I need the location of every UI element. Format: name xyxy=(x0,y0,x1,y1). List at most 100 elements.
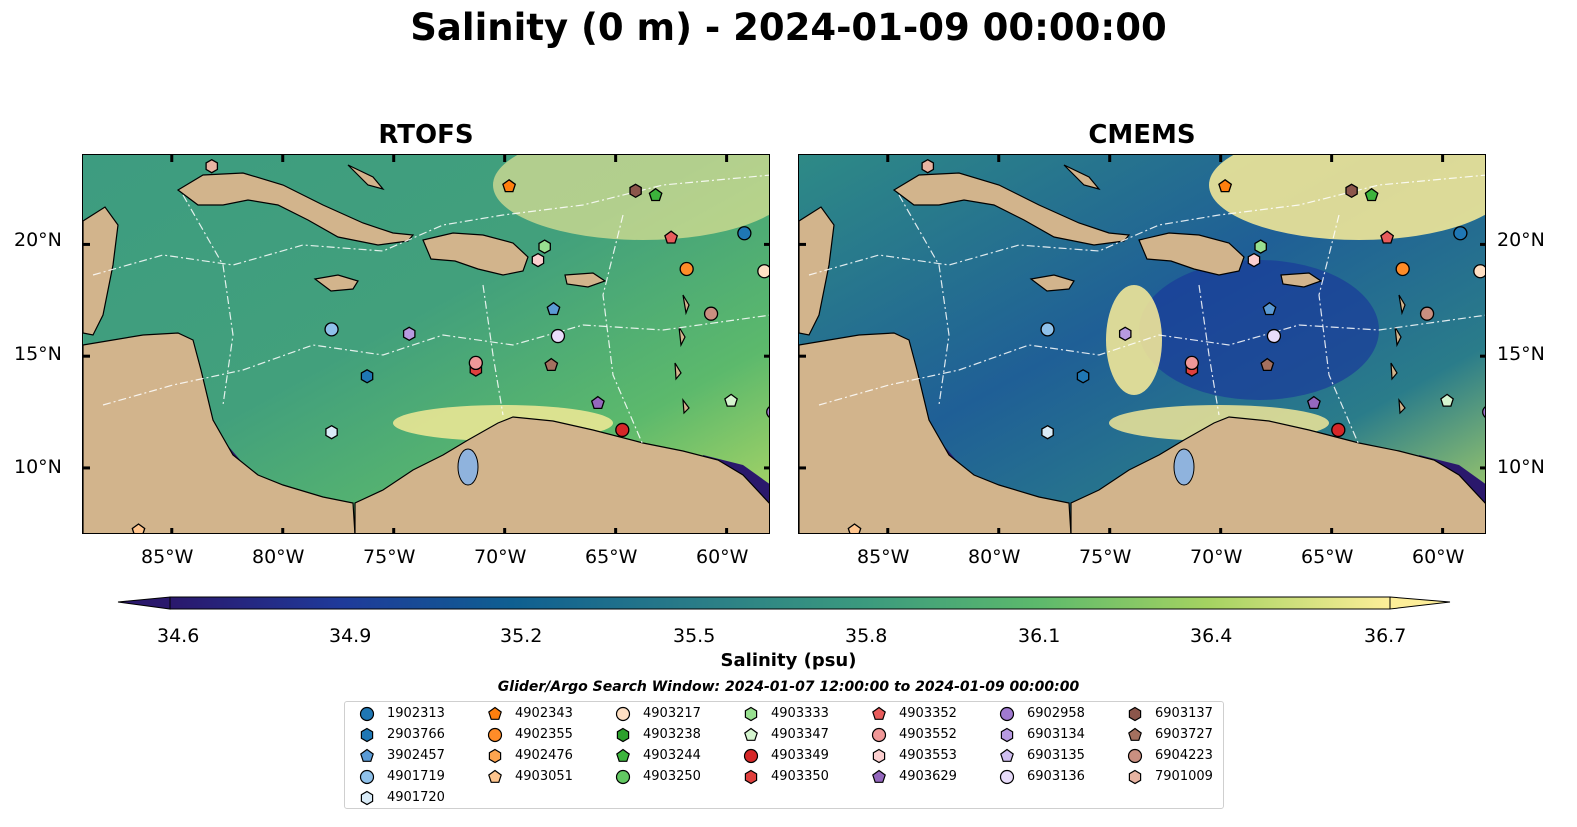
float-marker-4903333[interactable] xyxy=(538,239,551,254)
float-marker-4903217[interactable] xyxy=(757,264,770,279)
colorbar-extend-min xyxy=(117,596,171,610)
float-marker-1902313[interactable] xyxy=(1453,226,1468,241)
float-marker-4903552[interactable] xyxy=(1184,355,1199,371)
land-mass xyxy=(313,274,359,292)
land-mass xyxy=(176,172,415,246)
float-marker-7901009[interactable] xyxy=(205,158,219,174)
lon-label-70w: 70°W xyxy=(474,546,527,568)
float-marker-4901720[interactable] xyxy=(1041,424,1054,440)
float-marker-4902343[interactable] xyxy=(1218,178,1233,193)
float-marker-4903244[interactable] xyxy=(648,187,663,202)
float-marker-6904223[interactable] xyxy=(1419,306,1435,321)
float-marker-3902457[interactable] xyxy=(1262,301,1277,316)
lon-label-80w: 80°W xyxy=(968,546,1021,568)
float-marker-4903349[interactable] xyxy=(615,422,630,438)
lon-label-70w: 70°W xyxy=(1190,546,1243,568)
legend-label: 6903135 xyxy=(1027,748,1085,763)
float-marker-4903553[interactable] xyxy=(531,252,545,268)
lon-label-75w: 75°W xyxy=(363,546,416,568)
legend-marker-icon xyxy=(999,706,1015,722)
legend-marker-icon xyxy=(616,727,630,743)
float-marker-3902457[interactable] xyxy=(546,301,561,316)
legend-label: 4901720 xyxy=(387,790,445,805)
float-marker-4903552[interactable] xyxy=(468,355,483,371)
land-mass xyxy=(1063,164,1101,191)
float-marker-4901719[interactable] xyxy=(1040,322,1055,337)
float-marker-6904223[interactable] xyxy=(703,306,719,321)
float-marker-6903134[interactable] xyxy=(402,326,416,342)
lon-label-65w: 65°W xyxy=(1301,546,1354,568)
float-marker-4901720[interactable] xyxy=(325,424,338,440)
eez-boundary-line xyxy=(102,314,769,406)
legend-label: 6903727 xyxy=(1155,727,1213,742)
colorbar-tick: 34.9 xyxy=(329,625,372,647)
legend-marker-icon xyxy=(1128,706,1142,722)
float-marker-4903051[interactable] xyxy=(847,523,862,534)
float-marker-4902355[interactable] xyxy=(679,261,694,277)
map-panel-rtofs[interactable] xyxy=(82,154,770,534)
float-marker-6903727[interactable] xyxy=(544,357,559,372)
eez-boundary-line xyxy=(898,194,950,406)
lon-label-65w: 65°W xyxy=(585,546,638,568)
float-marker-4903347[interactable] xyxy=(1440,393,1454,407)
legend-label: 1902313 xyxy=(387,706,445,721)
lat-label-15n-right: 15°N xyxy=(1497,343,1545,365)
float-marker-7901009[interactable] xyxy=(921,158,935,174)
float-marker-4901719[interactable] xyxy=(324,322,339,337)
float-marker-6903137[interactable] xyxy=(629,183,642,199)
map-panel-cmems[interactable] xyxy=(798,154,1486,534)
lat-label-20n-left: 20°N xyxy=(14,229,62,251)
float-marker-4903051[interactable] xyxy=(131,523,146,534)
float-marker-6903136[interactable] xyxy=(550,328,566,344)
float-marker-4903333[interactable] xyxy=(1254,239,1267,254)
float-marker-4903217[interactable] xyxy=(1473,264,1486,279)
float-marker-4902355[interactable] xyxy=(1395,261,1410,277)
float-marker-6903727[interactable] xyxy=(1260,357,1275,372)
float-marker-1902313[interactable] xyxy=(737,226,752,241)
legend-label: 4903352 xyxy=(899,706,957,721)
legend-marker-icon xyxy=(872,748,886,764)
float-marker-4903244[interactable] xyxy=(1364,187,1379,202)
colorbar-tick: 34.6 xyxy=(157,625,200,647)
legend-marker-icon xyxy=(360,790,374,806)
land-mass xyxy=(1394,326,1402,348)
float-marker-2903766[interactable] xyxy=(360,369,374,384)
legend-marker-icon xyxy=(744,727,758,741)
eez-boundary-line xyxy=(818,314,1485,406)
float-marker-4903553[interactable] xyxy=(1247,252,1261,268)
float-marker-6903136[interactable] xyxy=(1266,328,1282,344)
float-marker-4903349[interactable] xyxy=(1331,422,1346,438)
legend-label: 4903250 xyxy=(643,769,701,784)
figure-title: Salinity (0 m) - 2024-01-09 00:00:00 xyxy=(410,6,1167,49)
legend-marker-icon xyxy=(872,769,886,783)
colorbar-tick: 35.2 xyxy=(500,625,543,647)
float-marker-4903352[interactable] xyxy=(664,230,679,244)
lon-label-85w: 85°W xyxy=(857,546,910,568)
legend-marker-icon xyxy=(488,769,502,783)
float-marker-6903134[interactable] xyxy=(1118,326,1132,342)
eez-boundary-line xyxy=(182,194,234,406)
float-marker-4902343[interactable] xyxy=(502,178,517,193)
float-marker-4903352[interactable] xyxy=(1380,230,1395,244)
legend-marker-icon xyxy=(744,769,758,785)
float-marker-4903347[interactable] xyxy=(724,393,738,407)
legend-label: 4903051 xyxy=(515,769,573,784)
legend-marker-icon xyxy=(488,748,502,764)
legend-marker-icon xyxy=(872,706,886,720)
float-marker-4903629[interactable] xyxy=(1306,395,1321,410)
colorbar-tick: 35.5 xyxy=(673,625,716,647)
land-mass xyxy=(678,326,686,348)
float-marker-6902958[interactable] xyxy=(766,406,770,419)
float-legend: 1902313 2903766 3902457 4901719 4901720 49023… xyxy=(344,701,1224,809)
float-marker-6902958[interactable] xyxy=(1482,406,1486,419)
float-marker-6903137[interactable] xyxy=(1345,183,1358,199)
panel-title-cmems: CMEMS xyxy=(1088,120,1196,150)
float-marker-4903629[interactable] xyxy=(590,395,605,410)
legend-label: 4903217 xyxy=(643,706,701,721)
legend-marker-icon xyxy=(1000,748,1014,762)
land-mass xyxy=(799,332,1072,533)
float-marker-2903766[interactable] xyxy=(1076,369,1090,384)
lat-label-10n-left: 10°N xyxy=(14,456,62,478)
land-mass xyxy=(354,416,769,533)
land-mass xyxy=(564,272,607,288)
